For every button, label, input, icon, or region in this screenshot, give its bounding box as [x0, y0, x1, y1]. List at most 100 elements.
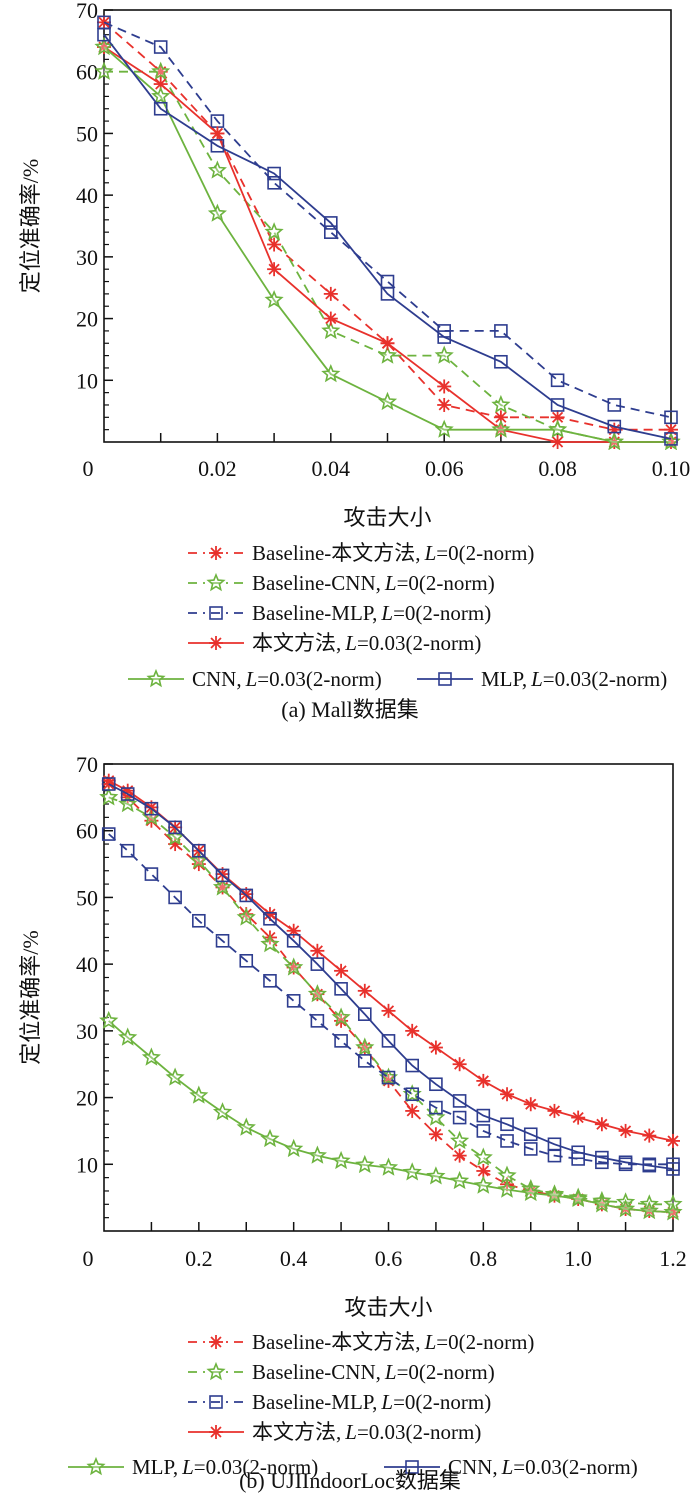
marker-asterisk — [547, 1103, 562, 1118]
marker-square — [550, 398, 565, 412]
series-line — [103, 46, 671, 443]
marker-asterisk — [666, 1133, 680, 1148]
marker-star — [165, 827, 185, 846]
x-axis-label: 攻击大小 — [344, 1295, 432, 1320]
series-5 — [101, 777, 680, 1176]
y-tick-label: 30 — [76, 1019, 98, 1044]
marker-square — [192, 843, 206, 858]
legend-item: CNN, L=0.03(2-norm) — [128, 667, 382, 691]
marker-star — [206, 1361, 226, 1381]
marker-star — [521, 1182, 541, 1202]
marker-star — [260, 934, 280, 953]
marker-asterisk — [334, 963, 349, 978]
marker-square — [215, 868, 230, 883]
series-line — [108, 796, 673, 1206]
marker-star — [473, 1175, 493, 1194]
series-4 — [99, 1010, 683, 1221]
marker-square — [547, 1137, 562, 1152]
marker-asterisk — [428, 1040, 443, 1055]
marker-square — [664, 410, 678, 425]
marker-star — [94, 36, 114, 56]
x-tick-label: 0 — [83, 456, 94, 481]
marker-star — [450, 1130, 470, 1150]
series-0 — [101, 777, 680, 1220]
marker-square — [405, 1460, 419, 1474]
marker-asterisk — [209, 636, 223, 650]
marker-star — [236, 907, 256, 926]
marker-square — [286, 994, 301, 1008]
marker-asterisk — [452, 1148, 467, 1163]
x-tick-label: 0.6 — [375, 1246, 403, 1271]
marker-asterisk — [380, 336, 395, 351]
legend-label: MLP, L=0.03(2-norm) — [132, 1455, 318, 1479]
marker-asterisk — [310, 943, 325, 958]
marker-asterisk — [428, 1127, 443, 1142]
marker-star — [491, 419, 511, 438]
y-tick-label: 20 — [76, 1086, 98, 1111]
marker-star — [307, 1145, 327, 1164]
marker-square — [209, 1395, 223, 1409]
marker-asterisk — [618, 1123, 633, 1138]
marker-square — [380, 287, 395, 301]
marker-star — [151, 61, 171, 80]
series-line — [103, 46, 671, 443]
marker-square — [523, 1142, 538, 1156]
x-tick-label: 0.4 — [280, 1246, 308, 1271]
series-5 — [97, 27, 678, 446]
x-tick-label: 0 — [83, 1246, 94, 1271]
series-2 — [101, 827, 680, 1172]
marker-square — [192, 913, 206, 928]
legend-label: MLP, L=0.03(2-norm) — [481, 667, 667, 691]
marker-asterisk — [405, 1023, 420, 1038]
marker-square — [120, 843, 135, 858]
legend-item: Baseline-本文方法, L=0(2-norm) — [188, 1330, 534, 1354]
marker-star — [99, 787, 119, 806]
series-line — [108, 779, 674, 1142]
marker-star — [284, 1138, 304, 1158]
marker-star — [473, 1147, 493, 1166]
marker-square — [380, 274, 395, 289]
marker-square — [263, 974, 277, 988]
y-tick-label: 60 — [76, 60, 98, 85]
marker-star — [264, 290, 284, 309]
legend-label: Baseline-CNN, L=0(2-norm) — [252, 1360, 495, 1384]
y-tick-label: 60 — [76, 819, 98, 844]
marker-asterisk — [493, 410, 508, 425]
x-tick-label: 0.02 — [198, 456, 237, 481]
marker-star — [165, 1067, 185, 1086]
marker-star — [604, 431, 624, 450]
y-tick-label: 10 — [76, 368, 98, 393]
series-line — [108, 1020, 674, 1214]
marker-square — [595, 1150, 609, 1165]
y-tick-label: 20 — [76, 307, 98, 332]
marker-asterisk — [209, 1425, 223, 1439]
legend: Baseline-本文方法, L=0(2-norm) Baseline-CNN, L=… — [68, 1330, 638, 1479]
marker-square — [476, 1124, 491, 1138]
marker-square — [310, 957, 325, 971]
marker-square — [286, 933, 301, 948]
marker-star — [548, 419, 568, 438]
x-tick-label: 0.06 — [425, 456, 464, 481]
marker-star — [284, 957, 304, 976]
marker-star — [663, 1202, 683, 1221]
marker-asterisk — [267, 237, 282, 252]
y-tick-label: 40 — [76, 183, 98, 208]
series-2 — [97, 15, 678, 425]
marker-star — [212, 877, 233, 896]
marker-asterisk — [571, 1110, 586, 1125]
marker-square — [381, 1034, 396, 1048]
marker-asterisk — [642, 1128, 657, 1143]
y-tick-label: 30 — [76, 245, 98, 270]
series-line — [108, 783, 674, 1170]
marker-square — [97, 27, 111, 42]
marker-square — [437, 330, 452, 344]
marker-star — [207, 203, 227, 222]
figure-caption: (b) UJIIndoorLoc数据集 — [239, 1468, 461, 1493]
marker-square — [144, 801, 159, 816]
legend-item: Baseline-CNN, L=0(2-norm) — [188, 571, 495, 595]
marker-square — [101, 777, 116, 791]
plot-frame — [103, 9, 672, 443]
y-axis-label: 定位准确率/% — [18, 930, 43, 1064]
marker-square — [381, 1070, 396, 1085]
marker-star — [118, 793, 138, 813]
